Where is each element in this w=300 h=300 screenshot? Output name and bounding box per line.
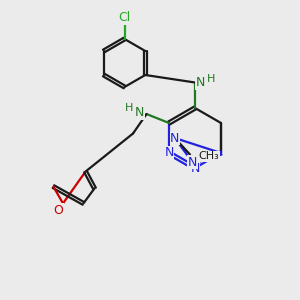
Text: N: N — [190, 161, 200, 175]
Text: N: N — [196, 76, 205, 89]
Text: N: N — [188, 156, 197, 169]
Text: Cl: Cl — [118, 11, 130, 25]
Text: N: N — [164, 146, 174, 160]
Text: H: H — [125, 103, 133, 113]
Text: O: O — [54, 203, 63, 217]
Text: N: N — [135, 106, 145, 119]
Text: N: N — [170, 131, 179, 145]
Text: CH₃: CH₃ — [198, 151, 219, 161]
Text: H: H — [207, 74, 216, 84]
